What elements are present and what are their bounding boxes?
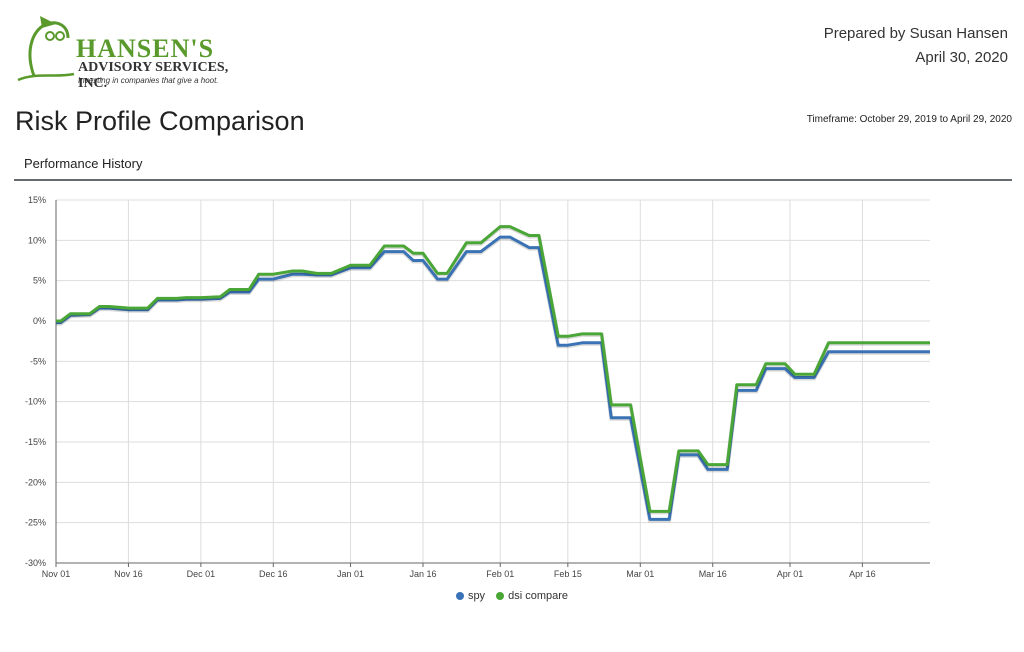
y-tick-label: -5%	[30, 356, 46, 366]
legend-label: spy	[467, 590, 486, 602]
owl-logo-icon	[17, 16, 75, 82]
legend-label: dsi compare	[508, 590, 569, 602]
legend-item-dsi[interactable]: dsi compare	[496, 590, 568, 602]
company-logo: HANSEN'S ADVISORY SERVICES, INC. Investi…	[16, 14, 236, 91]
x-tick-label: Dec 16	[259, 569, 288, 579]
y-tick-label: -25%	[25, 518, 46, 528]
x-tick-label: Feb 15	[554, 569, 582, 579]
report-date: April 30, 2020	[915, 49, 1008, 66]
logo-tagline: Investing in companies that give a hoot.	[78, 76, 219, 85]
y-tick-label: 15%	[28, 195, 46, 205]
y-tick-label: 10%	[28, 235, 46, 245]
page-title: Risk Profile Comparison	[15, 106, 305, 136]
y-tick-label: 5%	[33, 276, 46, 286]
series-line-dsi	[56, 225, 930, 513]
prepared-block: Prepared by Susan Hansen April 30, 2020	[824, 22, 1008, 70]
y-tick-label: 0%	[33, 316, 46, 326]
timeframe-label: Timeframe: October 29, 2019 to April 29,…	[806, 114, 1012, 125]
y-tick-label: -10%	[25, 397, 46, 407]
x-tick-label: Jan 01	[337, 569, 364, 579]
x-tick-label: Mar 16	[699, 569, 727, 579]
series-line-spy	[56, 235, 930, 521]
section-title: Performance History	[24, 156, 143, 171]
section-divider	[14, 179, 1012, 181]
x-tick-label: Nov 16	[114, 569, 143, 579]
legend-dot-icon	[496, 592, 505, 600]
x-tick-label: Feb 01	[486, 569, 514, 579]
performance-chart: 15% 10% 5% 0% -5% -10% -15% -20% -25% -30%Nov 01 N…	[25, 195, 930, 579]
y-tick-label: -20%	[25, 477, 46, 487]
chart-legend: spy dsi compare	[0, 590, 1024, 602]
x-tick-label: Apr 16	[849, 569, 876, 579]
legend-dot-icon	[455, 592, 464, 600]
x-tick-label: Jan 16	[409, 569, 436, 579]
series-shadow-dsi	[56, 225, 930, 515]
x-tick-label: Dec 01	[187, 569, 216, 579]
x-tick-label: Mar 01	[626, 569, 654, 579]
logo-subname: ADVISORY SERVICES, INC.	[78, 60, 229, 91]
x-tick-label: Nov 01	[42, 569, 71, 579]
legend-item-spy[interactable]: spy	[455, 590, 486, 602]
x-tick-label: Apr 01	[777, 569, 804, 579]
y-tick-label: -30%	[25, 558, 46, 568]
logo-name: HANSEN'S	[76, 34, 215, 63]
prepared-by: Prepared by Susan Hansen	[823, 25, 1008, 42]
y-tick-label: -15%	[25, 437, 46, 447]
